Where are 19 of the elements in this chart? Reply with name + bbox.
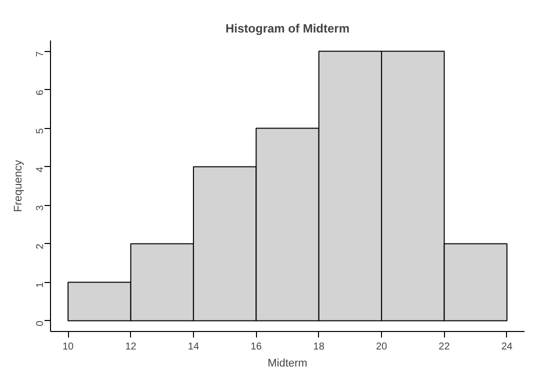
x-tick-label: 18 [313,342,325,352]
x-axis-title: Midterm [268,358,308,370]
y-tick-label: 1 [35,282,46,288]
x-tick-label: 16 [250,342,262,352]
chart-title: Histogram of Midterm [225,22,350,36]
y-tick-label: 4 [35,166,46,172]
y-tick-label: 3 [35,204,46,211]
x-tick-label: 14 [188,342,200,352]
y-tick-label: 0 [35,320,46,326]
x-tick-label: 22 [438,342,450,352]
x-tick-label: 10 [62,342,74,352]
y-tick-label: 6 [35,89,46,96]
y-tick-label: 5 [35,128,46,134]
x-tick-label: 20 [376,342,388,352]
y-tick-label: 2 [35,243,46,250]
y-axis-title: Frequency [12,160,24,212]
x-tick-label: 12 [125,342,137,352]
y-tick-label: 7 [35,50,46,57]
x-tick-label: 24 [501,342,513,352]
